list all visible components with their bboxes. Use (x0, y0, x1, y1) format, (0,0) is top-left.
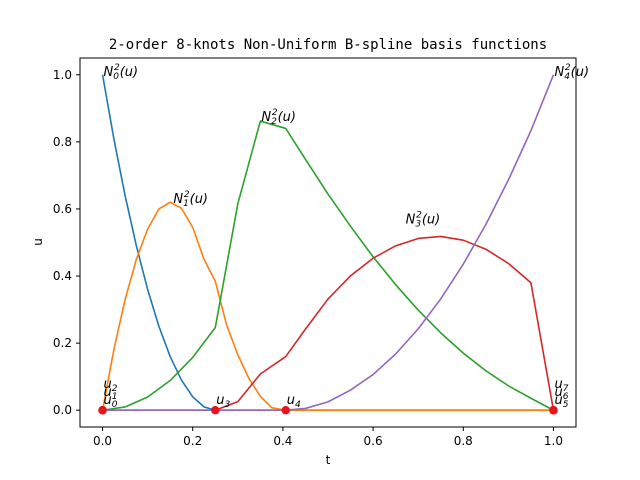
knot-label-u7: u7 (554, 377, 568, 394)
x-tick-label: 0.8 (454, 434, 473, 448)
y-tick-label: 0.4 (53, 269, 72, 283)
x-tick: 0.0 (93, 427, 112, 448)
knot-label-u6: u6 (554, 385, 568, 402)
basis-curve-n3 (102, 235, 555, 412)
y-axis-label: u (31, 238, 45, 246)
y-tick: 0.4 (53, 269, 80, 283)
knot-label-u1: u1 (104, 385, 118, 402)
knot-marker (211, 406, 220, 415)
y-axis: 0.0 0.2 0.4 0.6 0.8 1.0 (53, 68, 80, 417)
y-tick-label: 0.6 (53, 202, 72, 216)
x-tick: 0.6 (364, 427, 383, 448)
knot-marker (281, 406, 290, 415)
x-tick: 1.0 (544, 427, 563, 448)
x-tick: 0.2 (183, 427, 202, 448)
x-tick-label: 0.4 (273, 434, 292, 448)
y-tick: 1.0 (53, 68, 80, 82)
x-tick-label: 0.0 (93, 434, 112, 448)
y-tick: 0.0 (53, 403, 80, 417)
plot-frame (79, 57, 577, 428)
curve-label-n0: N02(u) (104, 63, 139, 82)
curve-label-n1: N12(u) (173, 190, 208, 209)
x-tick-label: 1.0 (544, 434, 563, 448)
x-tick: 0.8 (454, 427, 473, 448)
y-tick: 0.2 (53, 336, 80, 350)
knot-label-u3: u3 (216, 393, 230, 410)
y-tick-label: 0.2 (53, 336, 72, 350)
knot-label-u0: u0 (104, 393, 118, 410)
knot-marker (549, 406, 558, 415)
y-tick: 0.6 (53, 202, 80, 216)
basis-curve-n4 (102, 74, 555, 412)
curve-label-n3: N32(u) (406, 210, 441, 229)
chart-title: 2-order 8-knots Non-Uniform B-spline bas… (109, 37, 547, 53)
y-tick-label: 1.0 (53, 68, 72, 82)
x-tick-label: 0.6 (364, 434, 383, 448)
x-tick-label: 0.2 (183, 434, 202, 448)
knot-label-u5: u5 (554, 393, 568, 410)
basis-curve-n1 (101, 201, 554, 412)
curve-label-n4: N42(u) (554, 63, 589, 82)
x-axis: 0.0 0.2 0.4 0.6 0.8 1.0 (93, 427, 563, 448)
x-axis-label: t (326, 453, 331, 467)
knot-label-u4: u4 (287, 393, 301, 410)
y-tick: 0.8 (53, 135, 80, 149)
basis-curve-n0 (101, 74, 554, 412)
x-tick: 0.4 (273, 427, 292, 448)
knot-label-u2: u2 (104, 377, 118, 394)
knot-marker (98, 406, 107, 415)
y-tick-label: 0.8 (53, 135, 72, 149)
basis-curve-n2 (102, 120, 554, 412)
curve-label-n2: N22(u) (261, 108, 296, 127)
y-tick-label: 0.0 (53, 403, 72, 417)
